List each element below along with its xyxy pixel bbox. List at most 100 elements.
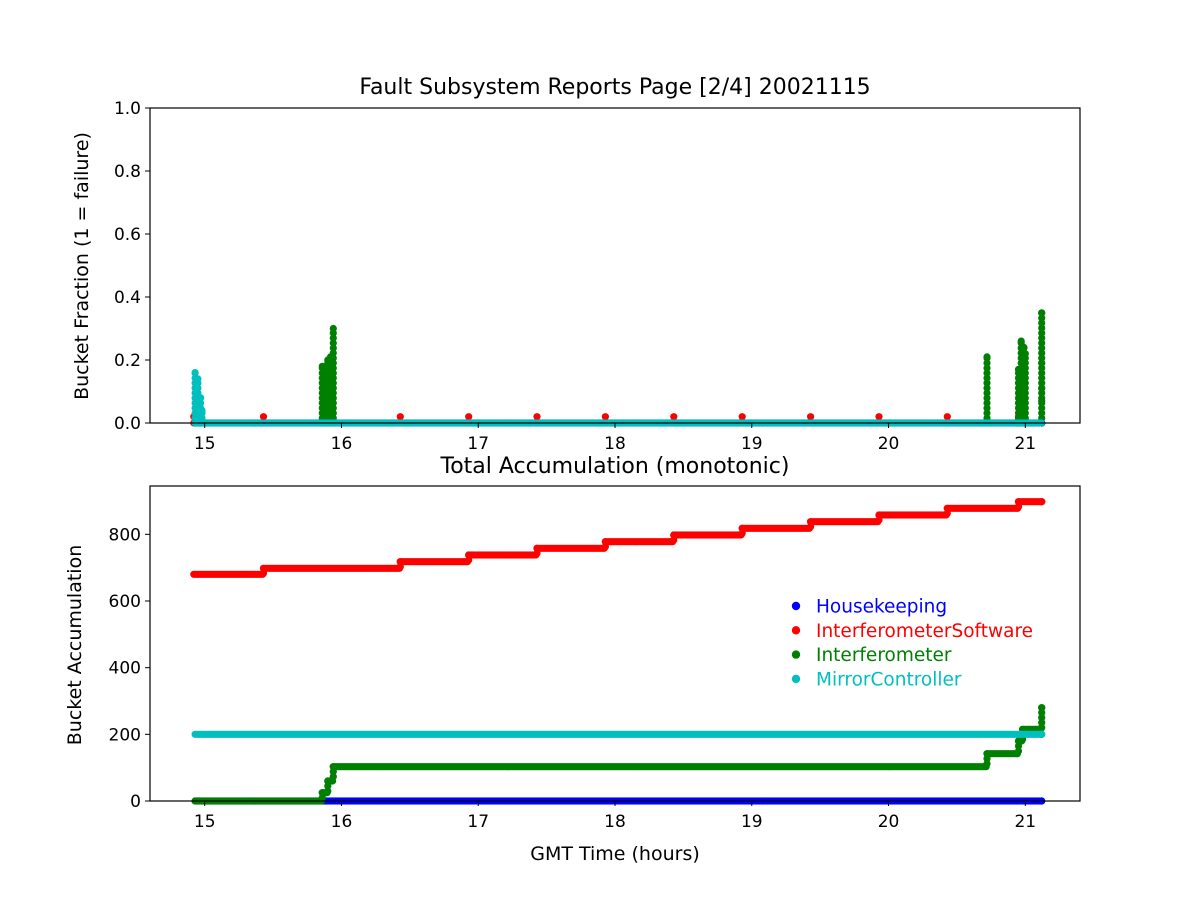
accumulation-plot-frame	[149, 485, 1081, 802]
interferometer-point	[983, 760, 991, 768]
interferometer-point	[983, 353, 991, 361]
accumulation-marks	[190, 498, 1046, 805]
interferometer-point	[1038, 344, 1046, 352]
interferometer-point	[1021, 389, 1029, 397]
interferometer-point	[1038, 354, 1046, 362]
interferometer-point	[1038, 309, 1046, 317]
interferometer-point	[983, 379, 991, 387]
chart-title: Total Accumulation (monotonic)	[440, 454, 790, 479]
mirrorcontroller-point	[197, 399, 205, 407]
y-tick-label: 0	[130, 792, 141, 812]
interferometer-point	[1014, 747, 1023, 755]
interferometer-point	[1017, 337, 1025, 345]
x-tick-label: 16	[331, 812, 353, 832]
interferometer-point	[329, 324, 337, 333]
interferometer-point	[329, 349, 337, 357]
interferometer-point	[1021, 350, 1029, 358]
interferometer-point	[329, 379, 337, 387]
x-tick-label: 19	[741, 812, 763, 832]
mirrorcontroller-point	[191, 369, 199, 377]
interferometer-point	[1038, 319, 1046, 327]
x-tick-label: 17	[467, 812, 489, 832]
interferometer-point	[318, 362, 326, 370]
interferometer-point	[329, 354, 337, 362]
interferometer-point	[1038, 339, 1046, 347]
interferometer-point	[983, 384, 991, 392]
x-tick-label: 16	[331, 434, 353, 454]
x-tick-label: 19	[741, 434, 763, 454]
interferometersoftware-point	[601, 413, 610, 421]
interferometer-point	[329, 374, 337, 382]
y-tick-label: 200	[109, 725, 141, 745]
legend-label: Interferometer	[816, 645, 952, 666]
interferometer-point	[1038, 329, 1046, 337]
interferometer-point	[324, 787, 332, 795]
interferometersoftware-point	[396, 413, 404, 421]
mirrorcontroller-point	[194, 384, 202, 392]
y-tick-label: 0.0	[114, 414, 141, 434]
interferometer-point	[983, 369, 991, 377]
interferometersoftware-point	[875, 413, 883, 421]
interferometersoftware-point	[1038, 498, 1046, 506]
legend-marker	[791, 601, 801, 611]
y-tick-label: 0.8	[114, 162, 141, 182]
interferometer-point	[329, 389, 337, 397]
fraction-panel: Fault Subsystem Reports Page [2/4] 20021…	[71, 75, 1081, 454]
interferometer-point	[983, 409, 991, 417]
fraction-marks	[190, 309, 1046, 427]
interferometersoftware-point	[670, 413, 678, 421]
interferometer-point	[329, 359, 337, 367]
interferometer-point	[1021, 369, 1029, 377]
interferometer-point	[329, 364, 337, 372]
interferometer-point	[329, 384, 337, 392]
interferometer-point	[1038, 704, 1046, 712]
interferometer-point	[329, 339, 337, 347]
interferometer-point	[329, 773, 337, 781]
interferometersoftware-point	[533, 413, 541, 421]
interferometer-point	[329, 399, 337, 407]
interferometer-point	[1038, 724, 1046, 732]
interferometer-point	[1038, 324, 1046, 332]
interferometer-point	[329, 344, 337, 352]
interferometer-point	[1021, 399, 1029, 407]
mirrorcontroller-point	[198, 406, 206, 414]
interferometer-point	[983, 374, 991, 382]
y-tick-label: 1.0	[114, 99, 141, 119]
x-tick-label: 17	[467, 434, 489, 454]
fraction-axes: 15 16 17 18 19 20 21 0.0 0.2 0.4 0.6 0.8 1.0	[114, 99, 1036, 454]
interferometer-point	[1038, 359, 1046, 367]
x-tick-label: 18	[604, 812, 626, 832]
interferometer-point	[1038, 384, 1046, 392]
mirrorcontroller-point	[197, 394, 205, 402]
interferometer-point	[1021, 409, 1029, 417]
interferometer-point	[1038, 714, 1046, 722]
interferometer-point	[1038, 314, 1046, 322]
x-tick-label: 21	[1014, 434, 1036, 454]
legend-marker	[791, 626, 801, 635]
y-tick-label: 0.2	[114, 351, 141, 371]
interferometer-point	[1038, 349, 1046, 357]
interferometer-point	[1038, 379, 1046, 387]
y-tick-label: 600	[109, 592, 141, 612]
x-tick-label: 15	[194, 434, 216, 454]
interferometer-point	[1021, 364, 1029, 372]
interferometersoftware-point	[259, 413, 268, 421]
interferometer-point	[1021, 394, 1029, 402]
interferometer-point	[983, 394, 991, 402]
interferometer-point	[1038, 404, 1046, 412]
legend-label: InterferometerSoftware	[816, 621, 1033, 642]
interferometer-point	[983, 399, 991, 407]
interferometersoftware-point	[738, 413, 746, 421]
x-tick-label: 20	[878, 434, 900, 454]
interferometersoftware-point	[465, 413, 473, 421]
interferometer-point	[983, 389, 991, 397]
legend-label: Housekeeping	[816, 597, 947, 618]
interferometer-point	[1021, 379, 1029, 387]
accumulation-panel: Total Accumulation (monotonic) Bucket Ac…	[64, 454, 1081, 865]
mirrorcontroller-point	[1038, 730, 1046, 738]
interferometer-point	[1021, 384, 1029, 392]
legend: Housekeeping InterferometerSoftware Interf…	[791, 597, 1033, 690]
interferometer-point	[983, 404, 991, 412]
